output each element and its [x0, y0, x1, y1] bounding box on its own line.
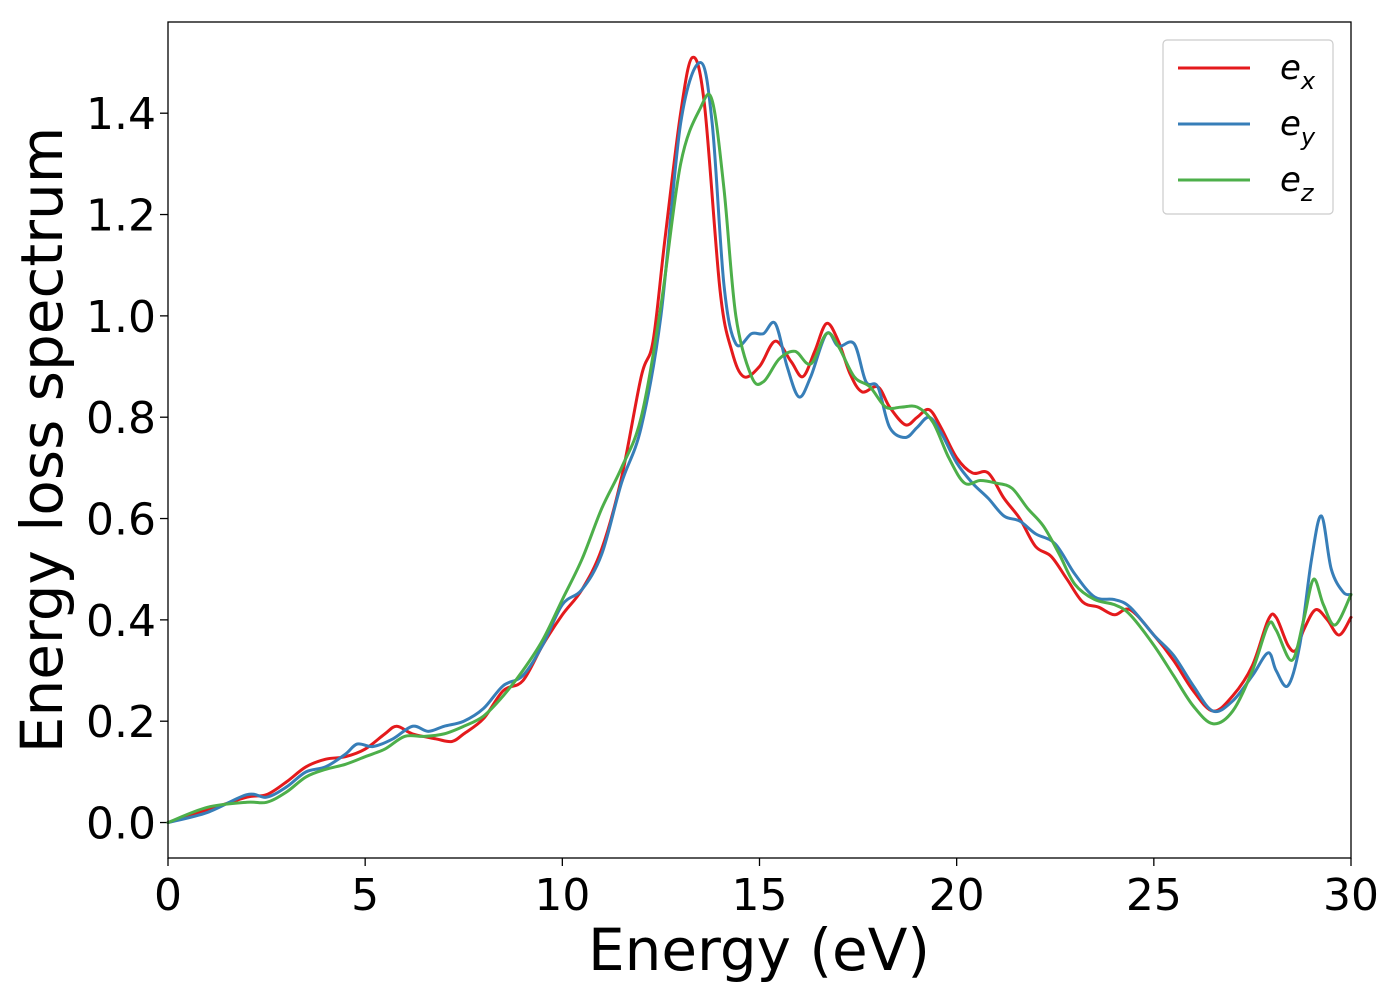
legend-label-z: ez — [1280, 160, 1315, 207]
series-line-y — [166, 61, 1353, 825]
legend-label-subscript: y — [1300, 123, 1316, 151]
legend-label-base: e — [1280, 160, 1301, 200]
legend-label-subscript: x — [1300, 67, 1316, 95]
plot-frame — [167, 21, 1352, 859]
legend-label-base: e — [1280, 104, 1301, 144]
y-axis-title: Energy loss spectrum — [8, 127, 76, 753]
x-tick-label: 25 — [1126, 870, 1182, 921]
legend-label-subscript: z — [1300, 179, 1315, 207]
x-tick-label: 10 — [534, 870, 590, 921]
y-tick-label: 0.2 — [86, 697, 156, 748]
x-tick-label: 15 — [732, 870, 788, 921]
x-tick-label: 20 — [929, 870, 985, 921]
x-tick-label: 5 — [351, 870, 379, 921]
x-axis-title: Energy (eV) — [588, 916, 930, 984]
series-lines — [166, 55, 1353, 825]
y-tick-label: 0.4 — [86, 596, 156, 647]
y-tick-label: 0.0 — [86, 799, 156, 850]
y-tick-label: 1.4 — [86, 89, 156, 140]
plot-background — [168, 22, 1351, 858]
y-tick-label: 0.8 — [86, 393, 156, 444]
legend-label-base: e — [1280, 48, 1301, 88]
legend-frame — [1162, 39, 1334, 215]
y-tick-label: 1.0 — [86, 292, 156, 343]
series-line-z — [166, 92, 1353, 825]
legend-label-y: ey — [1280, 104, 1316, 151]
y-tick-label: 1.2 — [86, 191, 156, 242]
x-tick-label: 30 — [1323, 870, 1379, 921]
legend-label-x: ex — [1280, 48, 1316, 95]
y-tick-label: 0.6 — [86, 495, 156, 546]
series-line-x — [166, 55, 1353, 825]
x-tick-label: 0 — [154, 870, 182, 921]
axis-ticks: 0 5 10 15 20 25 30 0.0 0.2 0.4 0.6 0.8 1.0 1.2 1.4 — [86, 89, 1379, 921]
